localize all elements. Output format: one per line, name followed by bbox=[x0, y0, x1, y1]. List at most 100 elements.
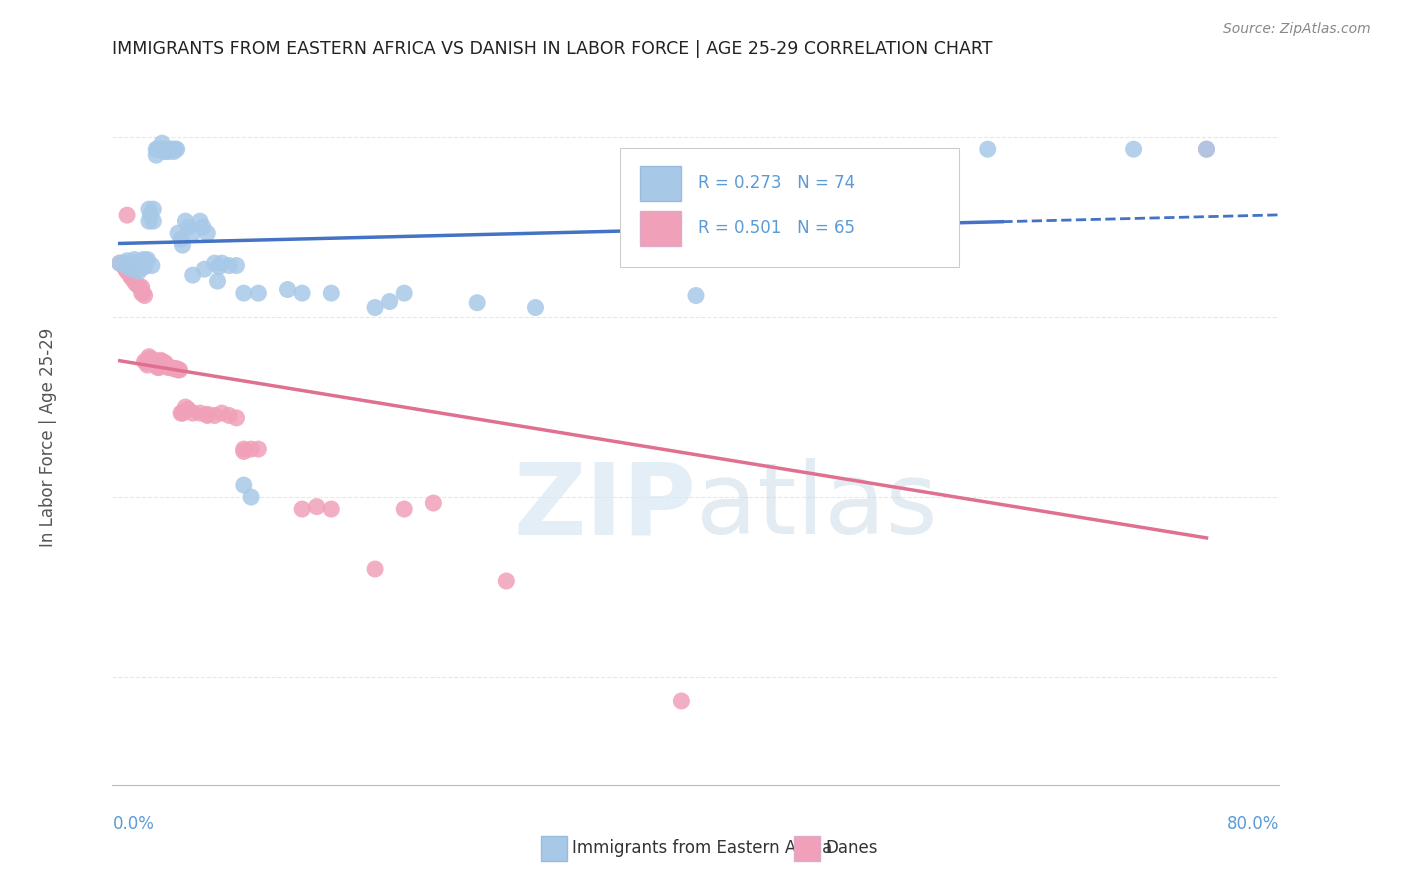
Point bbox=[495, 574, 517, 588]
Point bbox=[181, 268, 204, 282]
Point bbox=[138, 214, 160, 228]
Point bbox=[115, 260, 138, 274]
FancyBboxPatch shape bbox=[620, 148, 959, 267]
Point bbox=[108, 256, 131, 270]
Point bbox=[188, 214, 211, 228]
Point bbox=[115, 264, 138, 278]
Point bbox=[142, 353, 165, 368]
Point bbox=[145, 142, 167, 156]
Point bbox=[156, 360, 179, 375]
Text: Source: ZipAtlas.com: Source: ZipAtlas.com bbox=[1223, 22, 1371, 37]
Point bbox=[321, 502, 343, 516]
Point bbox=[148, 360, 170, 375]
Point bbox=[135, 253, 157, 268]
Point bbox=[181, 406, 204, 420]
Point bbox=[685, 288, 707, 302]
Point bbox=[136, 358, 159, 372]
Point bbox=[145, 356, 167, 370]
Point bbox=[160, 360, 183, 375]
Point bbox=[291, 286, 314, 301]
Point bbox=[138, 202, 160, 216]
Point bbox=[112, 256, 135, 270]
Point bbox=[125, 277, 148, 291]
Point bbox=[120, 262, 142, 277]
Point bbox=[138, 352, 160, 367]
Point bbox=[142, 202, 165, 216]
Point bbox=[120, 270, 142, 285]
Point bbox=[378, 294, 401, 309]
Point bbox=[195, 409, 218, 423]
Point bbox=[135, 356, 157, 370]
Point bbox=[134, 288, 156, 302]
Point bbox=[136, 252, 159, 267]
Text: In Labor Force | Age 25-29: In Labor Force | Age 25-29 bbox=[39, 327, 58, 547]
Point bbox=[132, 252, 155, 267]
Point bbox=[211, 406, 233, 420]
Point bbox=[112, 260, 135, 274]
Text: Danes: Danes bbox=[825, 839, 877, 857]
Point bbox=[364, 301, 387, 315]
Point bbox=[131, 280, 153, 294]
Bar bbox=[640, 211, 681, 245]
Point bbox=[1122, 142, 1144, 156]
Point bbox=[177, 402, 200, 417]
Point bbox=[240, 442, 263, 456]
Point bbox=[149, 353, 172, 368]
Point bbox=[129, 256, 152, 270]
Point bbox=[122, 271, 145, 285]
Point bbox=[1195, 142, 1218, 156]
Point bbox=[392, 286, 416, 301]
Point bbox=[155, 358, 177, 372]
Point bbox=[160, 142, 183, 156]
Point bbox=[139, 354, 162, 368]
Point bbox=[181, 226, 204, 240]
Text: 0.0%: 0.0% bbox=[112, 815, 155, 833]
Point bbox=[225, 259, 247, 273]
Point bbox=[191, 220, 214, 235]
Text: atlas: atlas bbox=[696, 458, 938, 555]
Point bbox=[232, 286, 254, 301]
Point bbox=[204, 256, 226, 270]
Point bbox=[165, 361, 187, 376]
Point bbox=[169, 363, 191, 377]
Point bbox=[163, 361, 186, 376]
Point bbox=[321, 286, 343, 301]
Point bbox=[195, 226, 218, 240]
Point bbox=[128, 279, 150, 293]
Point bbox=[150, 354, 173, 368]
Text: R = 0.501   N = 65: R = 0.501 N = 65 bbox=[699, 219, 855, 237]
Point bbox=[132, 286, 155, 301]
Point bbox=[170, 232, 193, 246]
Point bbox=[124, 260, 146, 274]
Point bbox=[156, 145, 179, 159]
Point bbox=[218, 409, 240, 423]
Point bbox=[127, 259, 149, 273]
Point bbox=[232, 478, 254, 492]
Point bbox=[976, 142, 998, 156]
Point bbox=[195, 407, 218, 421]
Point bbox=[128, 264, 150, 278]
Point bbox=[134, 260, 156, 274]
Point bbox=[108, 256, 131, 270]
Point bbox=[524, 301, 547, 315]
Point bbox=[240, 490, 263, 504]
Point bbox=[153, 145, 176, 159]
Point bbox=[188, 406, 211, 420]
Text: Immigrants from Eastern Africa: Immigrants from Eastern Africa bbox=[572, 839, 832, 857]
Point bbox=[142, 214, 165, 228]
Point bbox=[165, 142, 187, 156]
Point bbox=[131, 286, 153, 301]
Point bbox=[305, 500, 328, 514]
Point bbox=[149, 142, 172, 156]
Point bbox=[291, 502, 314, 516]
Point bbox=[152, 142, 174, 156]
Point bbox=[167, 226, 190, 240]
Point bbox=[127, 277, 149, 292]
Point bbox=[671, 694, 693, 708]
Point bbox=[392, 502, 416, 516]
Point bbox=[465, 295, 488, 310]
Point bbox=[174, 214, 197, 228]
Point bbox=[207, 274, 229, 288]
Point bbox=[172, 238, 194, 252]
Text: IMMIGRANTS FROM EASTERN AFRICA VS DANISH IN LABOR FORCE | AGE 25-29 CORRELATION : IMMIGRANTS FROM EASTERN AFRICA VS DANISH… bbox=[112, 40, 993, 58]
